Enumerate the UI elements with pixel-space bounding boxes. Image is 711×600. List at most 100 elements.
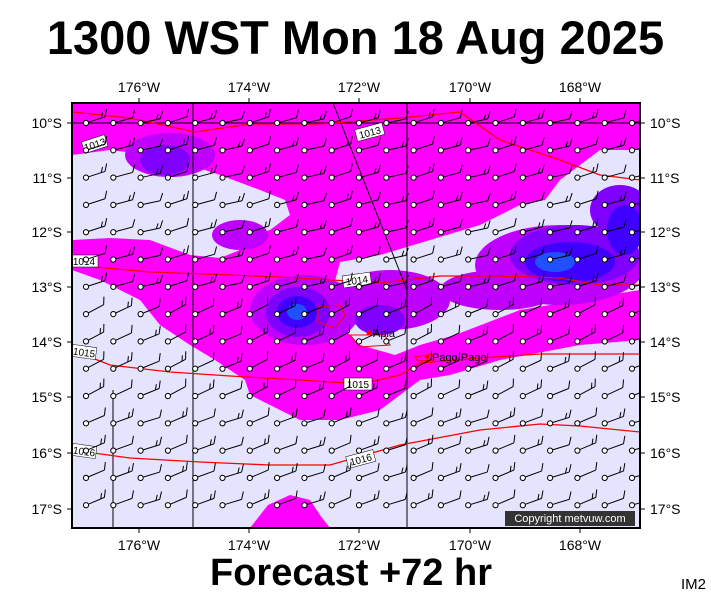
wind-barb xyxy=(437,490,462,509)
wind-barb xyxy=(219,464,244,481)
wind-barb xyxy=(410,462,434,481)
lat-label: 16°S xyxy=(31,445,62,461)
wind-barb xyxy=(164,489,188,509)
wind-barb xyxy=(274,297,297,318)
wind-barb xyxy=(437,324,461,345)
wind-barb xyxy=(628,471,640,481)
wind-barb xyxy=(628,145,640,154)
wind-barb xyxy=(437,408,462,427)
wind-barb xyxy=(164,434,188,454)
lat-label: 10°S xyxy=(650,115,681,131)
wind-barb xyxy=(246,218,271,236)
lon-label: 174°W xyxy=(228,79,271,95)
isobar-1014 xyxy=(72,264,640,286)
wind-barb xyxy=(274,490,298,509)
wind-barb xyxy=(110,164,136,181)
wind-barb xyxy=(192,219,218,236)
wind-barb xyxy=(328,163,353,181)
wind-barb xyxy=(546,165,573,181)
wind-barb xyxy=(492,272,517,290)
wind-barb xyxy=(110,219,136,236)
wind-barb xyxy=(137,192,164,208)
wind-barb xyxy=(355,435,380,454)
wind-barb xyxy=(82,245,108,263)
wind-barb xyxy=(574,407,598,427)
wind-barb xyxy=(465,353,489,372)
wind-barb xyxy=(628,444,640,454)
wind-barb xyxy=(410,378,433,400)
wind-barb xyxy=(219,274,245,290)
wind-barb xyxy=(137,138,164,154)
isobar-1015 xyxy=(72,349,640,385)
wind-barb xyxy=(410,351,433,372)
wind-barb xyxy=(301,138,327,154)
wind-barb xyxy=(355,137,381,154)
wind-barb xyxy=(192,490,216,509)
wind-barb xyxy=(519,297,543,318)
lat-label: 12°S xyxy=(31,224,62,240)
wind-barb xyxy=(383,220,409,236)
wind-barb xyxy=(383,274,409,290)
wind-barb xyxy=(410,272,435,290)
wind-barb xyxy=(410,407,434,427)
wind-barb xyxy=(274,164,299,181)
wind-barb xyxy=(383,298,407,318)
wind-barb xyxy=(437,297,461,318)
wind-barb xyxy=(492,323,514,345)
wind-barb xyxy=(546,111,573,127)
lat-label: 13°S xyxy=(650,279,681,295)
wind-barb xyxy=(546,325,571,345)
wind-barb xyxy=(437,137,463,154)
wind-barb xyxy=(192,435,216,454)
wind-barb xyxy=(355,379,379,400)
wind-barb xyxy=(301,353,325,372)
wind-barb xyxy=(246,190,271,208)
wind-barb xyxy=(355,324,379,345)
wind-barb xyxy=(519,191,545,208)
lon-label: 176°W xyxy=(118,537,161,553)
wind-barb xyxy=(465,409,490,427)
wind-barb xyxy=(82,296,105,318)
wind-barb xyxy=(465,247,491,263)
wind-barb xyxy=(519,435,544,454)
wind-barb xyxy=(246,462,270,481)
wind-barb xyxy=(601,352,624,372)
wind-barb xyxy=(137,409,162,427)
wind-barb xyxy=(164,351,187,372)
wind-barb xyxy=(192,164,218,181)
wind-barb xyxy=(437,219,463,236)
wind-barb xyxy=(219,111,245,127)
wind-barb xyxy=(492,378,514,400)
rain-violet-blob xyxy=(140,145,190,175)
wind-barb xyxy=(301,247,327,263)
wind-barb xyxy=(601,297,624,318)
wind-barb xyxy=(328,218,353,236)
wind-barb xyxy=(219,192,245,208)
wind-barb xyxy=(546,138,573,154)
wind-barb xyxy=(328,272,353,290)
wind-barb xyxy=(274,219,299,236)
wind-barb xyxy=(246,245,271,263)
wind-barb xyxy=(246,323,269,345)
wind-barb xyxy=(301,192,327,208)
wind-barb xyxy=(355,219,381,236)
wind-barb xyxy=(546,353,571,372)
wind-barb xyxy=(546,220,573,236)
wind-barb xyxy=(137,247,164,263)
wind-barb xyxy=(492,136,517,154)
wind-barb xyxy=(601,379,624,400)
wind-barb xyxy=(628,333,640,345)
wind-barb xyxy=(110,109,136,127)
wind-barb xyxy=(274,379,297,400)
isobar-label: 1015 xyxy=(347,380,370,391)
wind-barb xyxy=(355,273,381,290)
lat-labels-left: 10°S 11°S 12°S 13°S 14°S 15°S 16°S 17°S xyxy=(31,115,62,517)
wind-barb xyxy=(519,490,544,509)
wind-barb xyxy=(110,408,134,427)
wind-barb xyxy=(301,165,327,181)
wind-barb xyxy=(465,192,491,208)
wind-barb xyxy=(192,191,218,208)
wind-barb xyxy=(601,137,627,154)
wind-barb xyxy=(519,273,545,290)
wind-barb xyxy=(355,191,381,208)
